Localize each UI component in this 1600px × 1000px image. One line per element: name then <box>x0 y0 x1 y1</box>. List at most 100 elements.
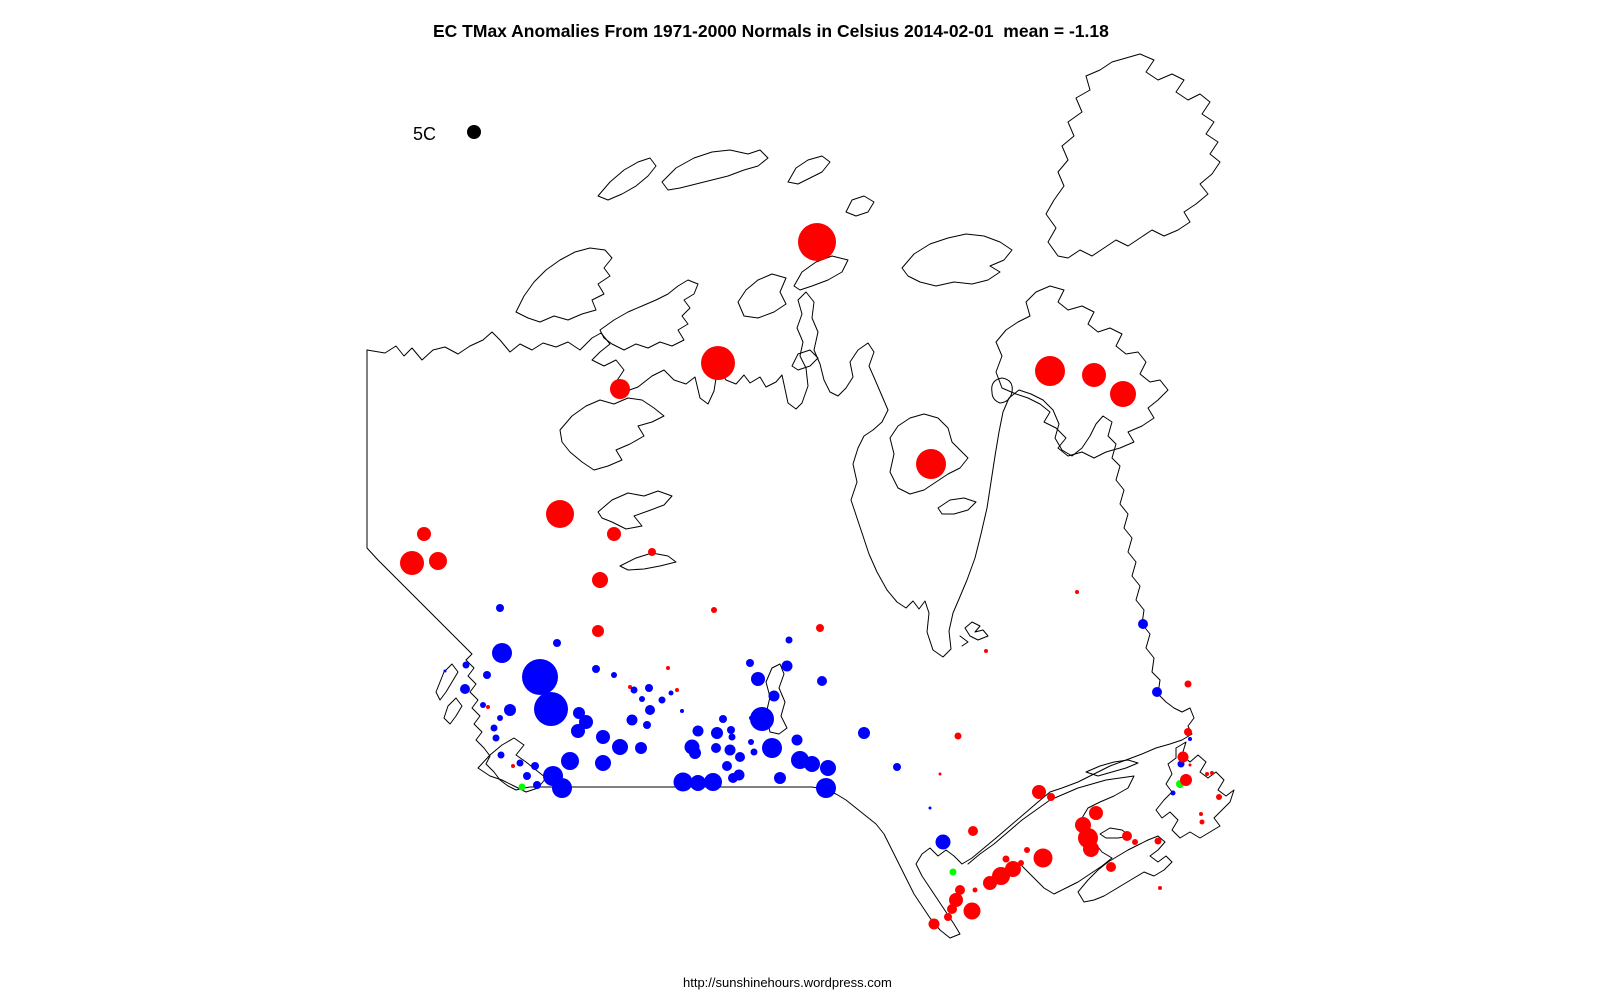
island-somerset <box>793 255 849 291</box>
station-anomaly-dot <box>675 688 679 692</box>
station-anomaly-dot <box>768 690 780 702</box>
station-anomaly-dot <box>1110 381 1136 407</box>
station-anomaly-dot <box>804 756 820 772</box>
station-anomaly-dot <box>746 659 754 667</box>
station-anomaly-dot <box>610 379 630 399</box>
island-ellesmere <box>1045 53 1221 259</box>
station-anomaly-dot <box>573 707 585 719</box>
station-anomaly-dot <box>1082 363 1106 387</box>
station-anomaly-dot <box>762 738 782 758</box>
station-anomaly-dot <box>534 692 568 726</box>
station-anomaly-dot <box>611 672 617 678</box>
station-anomaly-dot <box>955 885 965 895</box>
station-anomaly-dot <box>490 724 498 732</box>
station-anomaly-dot <box>1210 771 1214 775</box>
station-anomaly-dot <box>1002 855 1010 863</box>
station-anomaly-dot <box>1152 687 1162 697</box>
station-anomaly-dot <box>944 913 952 921</box>
station-anomaly-dot <box>492 734 500 742</box>
station-anomaly-dot <box>928 918 940 930</box>
station-anomaly-dot <box>728 773 738 783</box>
station-anomaly-dot <box>497 751 505 759</box>
station-anomaly-dot <box>561 752 579 770</box>
station-anomaly-dot <box>1075 590 1079 594</box>
lake-athabasca <box>619 552 677 571</box>
station-anomaly-dot <box>1216 794 1222 800</box>
station-anomaly-dot <box>612 739 628 755</box>
station-anomaly-dot <box>429 552 447 570</box>
legend-dot <box>467 125 481 139</box>
station-anomaly-dot <box>443 669 447 673</box>
station-anomaly-dot <box>1188 737 1192 741</box>
station-anomaly-dot <box>689 747 701 759</box>
station-anomaly-dot <box>571 724 585 738</box>
station-anomaly-dot <box>511 764 515 768</box>
station-anomaly-dot <box>1180 774 1192 786</box>
station-anomaly-dot <box>735 752 745 762</box>
station-anomaly-dot <box>595 755 611 771</box>
station-anomaly-dot <box>820 760 836 776</box>
station-anomaly-dot <box>639 696 645 702</box>
station-anomaly-dot <box>518 783 526 791</box>
station-anomaly-dot <box>1047 793 1055 801</box>
legend: 5C <box>413 124 481 144</box>
station-anomaly-dot <box>1170 790 1176 796</box>
station-anomaly-dot <box>645 684 653 692</box>
anomaly-dot-layer <box>400 223 1222 930</box>
station-anomaly-dot <box>949 893 963 907</box>
station-anomaly-dot <box>1089 806 1103 820</box>
station-anomaly-dot <box>711 607 717 613</box>
station-anomaly-dot <box>1035 356 1065 386</box>
station-anomaly-dot <box>628 685 632 689</box>
station-anomaly-dot <box>728 733 736 741</box>
station-anomaly-dot <box>984 649 988 653</box>
island-newfoundland <box>1155 741 1235 839</box>
island-king-william <box>791 349 819 371</box>
station-anomaly-dot <box>1158 886 1162 890</box>
station-anomaly-dot <box>400 551 424 575</box>
station-anomaly-dot <box>711 743 721 753</box>
station-anomaly-dot <box>785 636 793 644</box>
station-anomaly-dot <box>553 639 561 647</box>
island-anticosti <box>1085 759 1139 777</box>
station-anomaly-dot <box>1132 839 1138 845</box>
station-anomaly-dot <box>750 707 774 731</box>
station-anomaly-dot <box>480 702 486 708</box>
station-anomaly-dot <box>949 868 957 876</box>
station-anomaly-dot <box>492 643 512 663</box>
island-devon <box>901 233 1013 287</box>
island-southampton <box>889 413 969 495</box>
station-anomaly-dot <box>690 775 706 791</box>
station-anomaly-dot <box>704 773 722 791</box>
station-anomaly-dot <box>1122 831 1132 841</box>
station-anomaly-dot <box>893 763 901 771</box>
station-anomaly-dot <box>1138 619 1148 629</box>
station-anomaly-dot <box>533 781 541 789</box>
station-anomaly-dot <box>928 806 932 810</box>
station-anomaly-dot <box>592 572 608 588</box>
coastline-gaspe-newbrunswick <box>967 775 1135 895</box>
station-anomaly-dot <box>1205 772 1209 776</box>
station-anomaly-dot <box>486 705 490 709</box>
station-anomaly-dot <box>972 887 978 893</box>
islands-group <box>435 53 1235 903</box>
coastline-group <box>366 291 1195 939</box>
station-anomaly-dot <box>1154 837 1162 845</box>
island-baffin <box>995 285 1169 459</box>
station-anomaly-dot <box>774 772 786 784</box>
island-bathurst <box>787 155 831 185</box>
station-anomaly-dot <box>497 715 503 721</box>
station-anomaly-dot <box>1106 862 1116 872</box>
station-anomaly-dot <box>531 762 539 770</box>
station-anomaly-dot <box>666 666 670 670</box>
station-anomaly-dot <box>1033 848 1053 868</box>
station-anomaly-dot <box>596 730 610 744</box>
station-anomaly-dot <box>516 759 524 767</box>
station-anomaly-dot <box>504 704 516 716</box>
station-anomaly-dot <box>816 624 824 632</box>
station-anomaly-dot <box>673 772 693 792</box>
island-melville <box>661 149 769 191</box>
border-yukon-bc-coast <box>366 349 531 791</box>
station-anomaly-dot <box>1024 847 1030 853</box>
